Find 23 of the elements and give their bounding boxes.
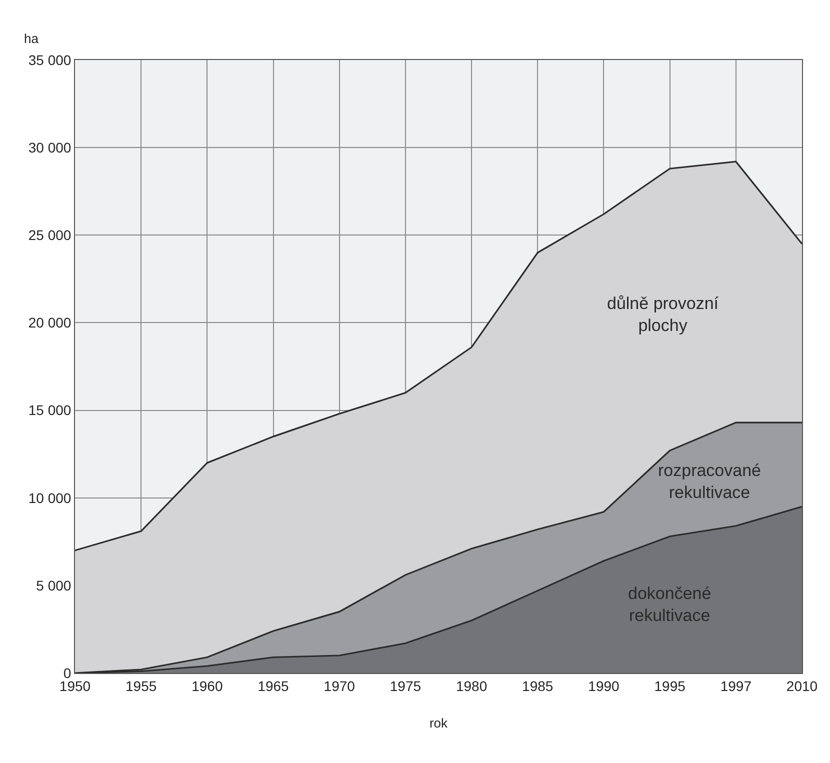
y-tick-label: 25 000 xyxy=(28,227,72,244)
x-axis-title: rok xyxy=(429,715,448,730)
x-tick-label: 1980 xyxy=(456,678,488,694)
x-tick-label: 2010 xyxy=(786,678,818,694)
x-tick-label: 1965 xyxy=(258,678,290,694)
x-tick-label: 1970 xyxy=(324,678,356,694)
y-tick-label: 35 000 xyxy=(28,52,72,68)
y-tick-label: 15 000 xyxy=(28,402,72,418)
series-label: rozpracované rekultivace xyxy=(658,461,762,502)
x-tick-label: 1995 xyxy=(654,678,686,694)
y-tick-label: 20 000 xyxy=(28,314,72,331)
series-label: dokončené rekultivace xyxy=(628,584,712,626)
y-tick-label: 30 000 xyxy=(28,139,72,156)
y-tick-label: 5 000 xyxy=(36,577,72,594)
x-tick-label: 1997 xyxy=(720,678,752,694)
x-tick-label: 1975 xyxy=(390,678,422,694)
series-label: důlně provozní plochy xyxy=(607,294,719,336)
y-tick-label: 10 000 xyxy=(28,490,72,506)
x-tick-label: 1960 xyxy=(192,678,223,694)
x-tick-label: 1985 xyxy=(522,678,554,694)
x-tick-label: 1990 xyxy=(588,678,620,694)
x-tick-label: 1955 xyxy=(126,678,157,694)
y-axis-title: ha xyxy=(24,31,40,46)
